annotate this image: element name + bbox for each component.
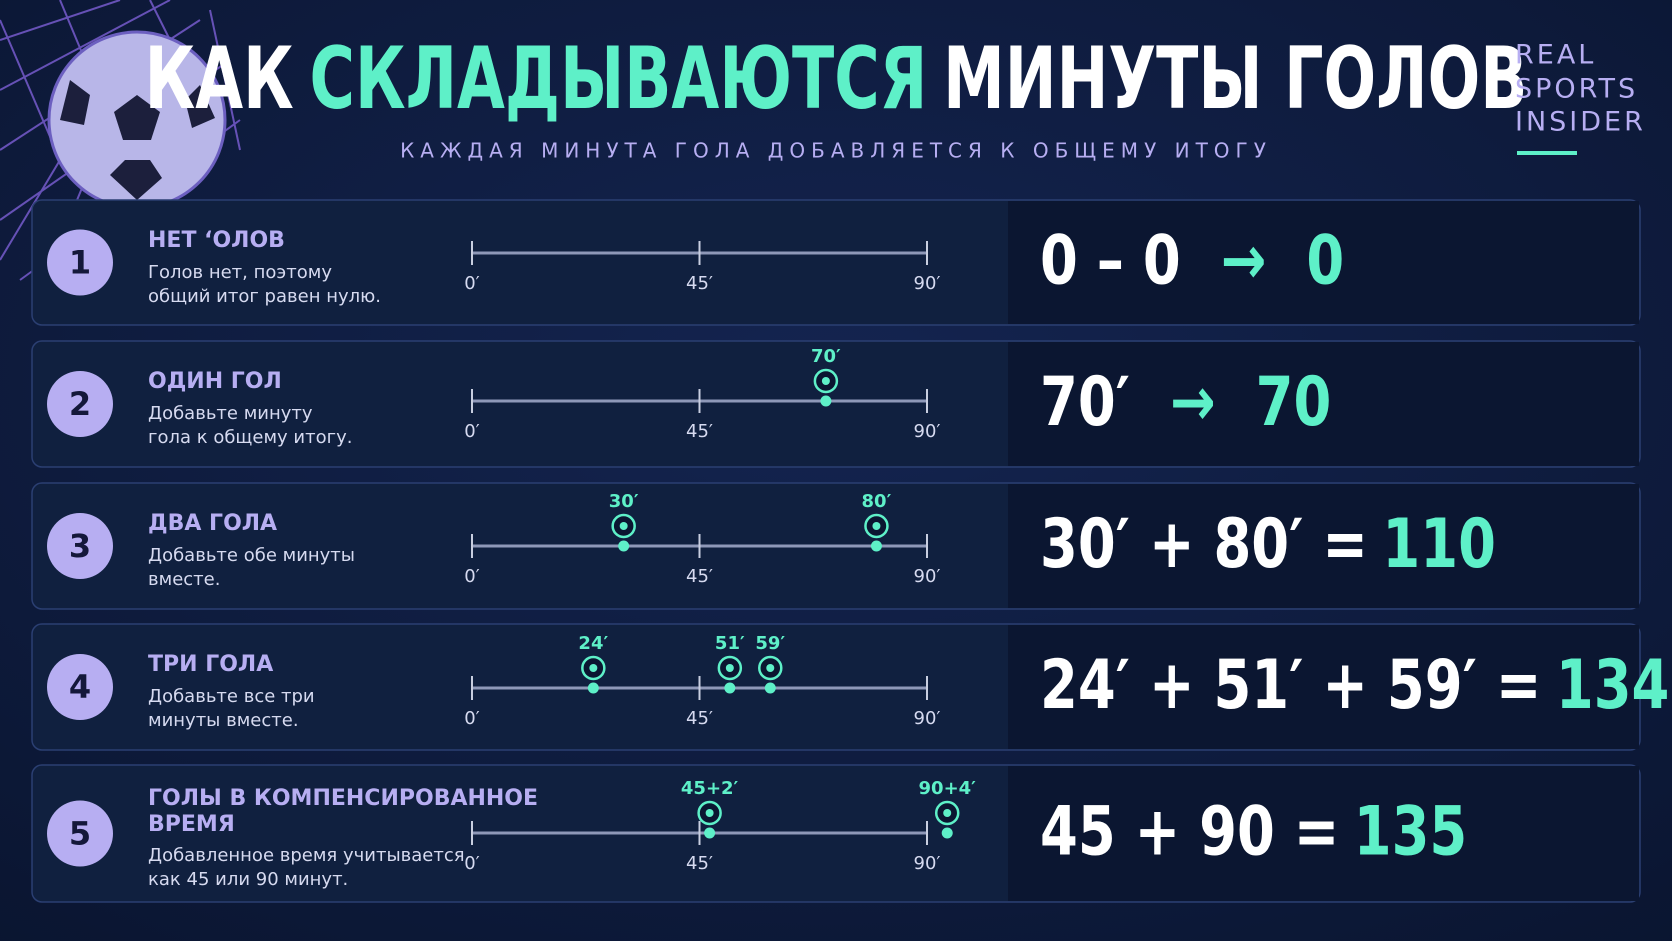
row-description: минуты вместе.	[148, 710, 299, 731]
equation-panel	[1008, 201, 1639, 324]
timeline-tick-label: 90′	[914, 853, 941, 874]
goal-label: 45+2′	[681, 778, 739, 799]
equation-result: 110	[1382, 504, 1496, 584]
equation: 30′ + 80′ = 110	[1040, 504, 1496, 584]
goal-ball-patch	[872, 522, 881, 530]
equation-lhs: 0 – 0	[1040, 220, 1181, 300]
row-description: как 45 или 90 минут.	[148, 869, 348, 890]
goal-dot	[618, 540, 630, 552]
timeline-tick-label: 45′	[686, 708, 713, 729]
timeline-tick-label: 90′	[914, 421, 941, 442]
brand-line: REAL	[1515, 40, 1596, 71]
timeline-tick-label: 45′	[686, 273, 713, 294]
number-badge	[47, 371, 113, 437]
goal-ball-patch	[725, 664, 734, 672]
equation-panel	[1008, 484, 1639, 608]
row-description: Добавьте обе минуты	[148, 545, 355, 566]
number-badge	[47, 800, 113, 867]
goal-label: 80′	[862, 491, 892, 512]
equation-lhs: 45 + 90 =	[1040, 791, 1339, 871]
row-title: ДВА ГОЛА	[148, 511, 277, 536]
goal-ball-patch	[619, 522, 628, 530]
number-badge	[47, 513, 113, 579]
row-number: 4	[69, 668, 91, 706]
title-part: СКЛАДЫВАЮТСЯ	[310, 27, 928, 128]
goal-ball-patch	[705, 809, 714, 817]
goal-label: 51′	[715, 633, 745, 654]
timeline-tick-label: 0′	[464, 566, 480, 587]
goal-ball-patch	[943, 809, 952, 817]
equation-arrow: →	[1170, 362, 1216, 442]
row-number: 2	[69, 385, 91, 423]
timeline-tick-label: 90′	[914, 566, 941, 587]
timeline-tick-label: 0′	[464, 853, 480, 874]
title-part: МИНУТЫ ГОЛОВ	[943, 27, 1527, 128]
equation-panel	[1008, 766, 1639, 901]
title: КАК СКЛАДЫВАЮТСЯ МИНУТЫ ГОЛОВ	[145, 27, 1528, 128]
goal-ball-patch	[766, 664, 775, 672]
goal-ball-patch	[821, 377, 830, 385]
subtitle: КАЖДАЯ МИНУТА ГОЛА ДОБАВЛЯЕТСЯ К ОБЩЕМУ …	[400, 139, 1272, 163]
timeline-tick-label: 90′	[914, 708, 941, 729]
equation-result: 135	[1354, 791, 1468, 871]
timeline-tick-label: 45′	[686, 421, 713, 442]
equation: 70′ → 70	[1040, 362, 1331, 442]
goal-dot	[941, 827, 953, 839]
row-title: ГОЛЫ В КОМПЕНСИРОВАННОЕ	[148, 786, 538, 811]
row-description: Добавьте минуту	[148, 403, 313, 424]
equation-result: 70	[1256, 362, 1332, 442]
row-description: вместе.	[148, 569, 220, 590]
equation-result: 134	[1556, 645, 1670, 725]
row-description: Добавьте все три	[148, 686, 315, 707]
equation: 45 + 90 = 135	[1040, 791, 1467, 871]
timeline-tick-label: 45′	[686, 853, 713, 874]
brand-line: SPORTS	[1515, 74, 1638, 105]
equation-panel	[1008, 342, 1639, 466]
row-description: Голов нет, поэтому	[148, 262, 332, 283]
goal-label: 59′	[755, 633, 785, 654]
brand-line: INSIDER	[1515, 107, 1646, 138]
goal-label: 70′	[811, 346, 841, 367]
row-description: общий итог равен нулю.	[148, 286, 381, 307]
timeline-tick-label: 45′	[686, 566, 713, 587]
goal-label: 30′	[609, 491, 639, 512]
goal-dot	[820, 395, 832, 407]
goal-dot	[870, 540, 882, 552]
equation-panel	[1008, 625, 1639, 749]
timeline-tick-label: 0′	[464, 708, 480, 729]
soccer-ball	[47, 30, 227, 210]
goal-label: 90+4′	[919, 778, 977, 799]
equation: 24′ + 51′ + 59′ = 134	[1040, 645, 1669, 725]
equation: 0 – 0 → 0	[1040, 220, 1344, 300]
equation-lhs: 24′ + 51′ + 59′ =	[1040, 645, 1541, 725]
equation-result: 0	[1306, 220, 1344, 300]
timeline-tick-label: 0′	[464, 421, 480, 442]
goal-dot	[764, 682, 776, 694]
goal-label: 24′	[578, 633, 608, 654]
row-number: 5	[69, 815, 91, 853]
timeline-tick-label: 90′	[914, 273, 941, 294]
goal-ball-patch	[589, 664, 598, 672]
title-part: КАК	[145, 27, 294, 128]
row-number: 3	[69, 527, 91, 565]
number-badge	[47, 654, 113, 720]
row-title: ВРЕМЯ	[148, 812, 235, 837]
row-title: НЕТ ‘ОЛОВ	[148, 228, 285, 253]
row-title: ОДИН ГОЛ	[148, 369, 282, 394]
goal-dot	[724, 682, 736, 694]
number-badge	[47, 229, 113, 296]
row-description: гола к общему итогу.	[148, 427, 352, 448]
row-description: Добавленное время учитывается	[148, 845, 465, 866]
equation-arrow: →	[1221, 220, 1267, 300]
timeline-tick-label: 0′	[464, 273, 480, 294]
goal-dot	[587, 682, 599, 694]
row-title: ТРИ ГОЛА	[148, 652, 273, 677]
goal-dot	[704, 827, 716, 839]
equation-lhs: 70′	[1040, 362, 1130, 442]
equation-lhs: 30′ + 80′ =	[1040, 504, 1368, 584]
row-number: 1	[69, 244, 91, 282]
